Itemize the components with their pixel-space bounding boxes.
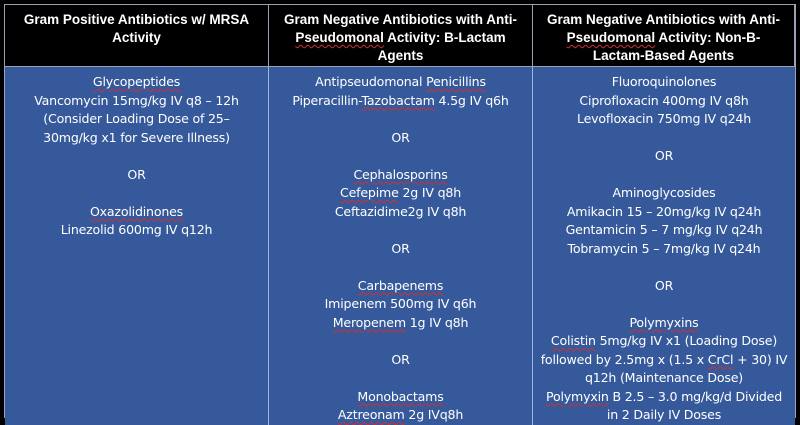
or-separator: OR xyxy=(654,148,674,163)
header-gram-negative-non-beta-lactam: Gram Negative Antibiotics with Anti-Pseu… xyxy=(533,5,795,67)
spacer xyxy=(537,166,791,185)
spacer xyxy=(273,110,528,129)
drug-class-title: Glycopeptides xyxy=(92,74,181,89)
drug-dose: Aztreonam 2g IVq8h xyxy=(337,407,464,422)
drug-class-title: Antipseudomonal Penicillins xyxy=(315,74,486,89)
cell-beta-lactam: Antipseudomonal Penicillins Piperacillin… xyxy=(269,67,533,425)
drug-dose: Linezolid 600mg IV q12h xyxy=(60,222,213,237)
drug-dose: Amikacin 15 – 20mg/kg IV q24h xyxy=(566,203,762,219)
drug-dose: Levofloxacin 750mg IV q24h xyxy=(577,111,751,126)
or-separator: OR xyxy=(127,166,146,182)
drug-class-title: Polymyxins xyxy=(629,314,699,330)
drug-class-title: Cephalosporins xyxy=(353,166,448,182)
antibiotics-table: Gram Positive Antibiotics w/ MRSA Activi… xyxy=(4,4,796,425)
header-gram-negative-beta-lactam: Gram Negative Antibiotics with Anti-Pseu… xyxy=(269,5,533,67)
drug-dose: (Consider Loading Dose of 25– xyxy=(43,111,230,126)
drug-dose: Vancomycin 15mg/kg IV q8 – 12h xyxy=(34,92,239,108)
spacer xyxy=(273,369,528,388)
drug-class-title: Fluoroquinolones xyxy=(611,74,717,89)
drug-dose: Polymyxin B 2.5 – 3.0 mg/kg/d Divided xyxy=(546,388,782,404)
or-separator: OR xyxy=(391,240,410,256)
spacer xyxy=(9,184,264,203)
drug-dose: Cefepime 2g IV q8h xyxy=(340,185,461,200)
drug-dose: followed by 2.5mg x (1.5 x CrCl + 30) IV xyxy=(540,351,788,367)
header-gram-positive: Gram Positive Antibiotics w/ MRSA Activi… xyxy=(5,5,269,67)
drug-dose: Colistin 5mg/kg IV x1 (Loading Dose) xyxy=(550,333,778,348)
drug-class-title: Carbapenems xyxy=(357,277,444,293)
drug-class-title: Oxazolidinones xyxy=(89,203,184,219)
or-separator: OR xyxy=(391,351,410,367)
drug-dose: Piperacillin-Tazobactam 4.5g IV q6h xyxy=(292,92,509,108)
drug-dose: 30mg/kg x1 for Severe Illness) xyxy=(43,129,230,145)
drug-dose: Gentamicin 5 – 7 mg/kg IV q24h xyxy=(565,222,763,237)
spacer xyxy=(273,147,528,166)
spacer xyxy=(537,129,791,148)
spacer xyxy=(273,258,528,277)
or-separator: OR xyxy=(654,277,674,293)
header-text: Gram Negative Antibiotics with Anti-Pseu… xyxy=(283,12,518,63)
drug-dose: Ceftazidime2g IV q8h xyxy=(334,203,467,219)
spacer xyxy=(273,221,528,240)
spacer xyxy=(9,147,264,166)
spacer xyxy=(537,295,791,314)
or-separator: OR xyxy=(391,129,410,145)
spacer xyxy=(537,258,791,277)
spacer xyxy=(273,332,528,351)
cell-non-beta-lactam: Fluoroquinolones Ciprofloxacin 400mg IV … xyxy=(533,67,795,425)
drug-dose: in 2 Daily IV Doses xyxy=(606,407,722,422)
cell-gram-positive: Glycopeptides Vancomycin 15mg/kg IV q8 –… xyxy=(5,67,269,425)
drug-class-title: Monobactams xyxy=(357,388,444,404)
drug-dose: q12h (Maintenance Dose) xyxy=(584,370,744,385)
drug-dose: Imipenem 500mg IV q6h xyxy=(324,296,477,311)
header-text: Gram Negative Antibiotics with Anti-Pseu… xyxy=(546,12,781,63)
drug-class-title: Aminoglycosides xyxy=(612,185,716,200)
drug-dose: Meropenem 1g IV q8h xyxy=(332,314,469,330)
drug-dose: Tobramycin 5 – 7mg/kg IV q24h xyxy=(567,240,761,256)
drug-dose: Ciprofloxacin 400mg IV q8h xyxy=(579,92,749,108)
